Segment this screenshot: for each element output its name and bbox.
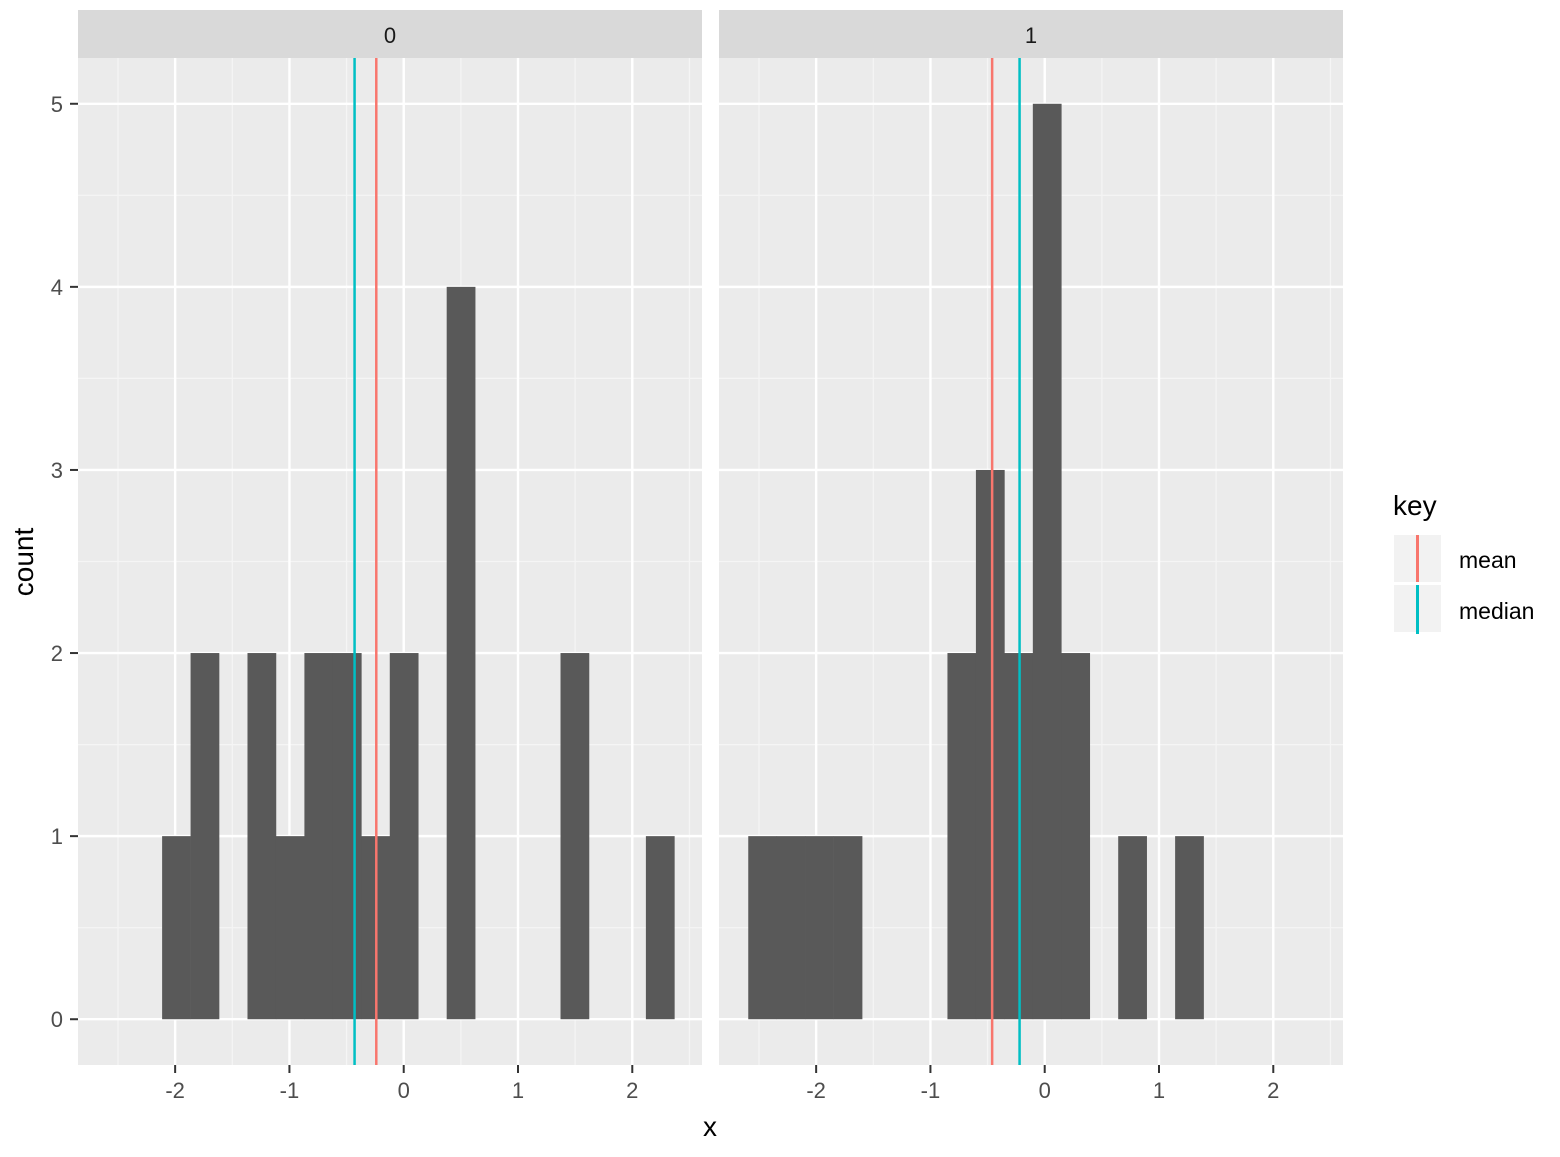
histogram-bar (560, 653, 590, 1020)
histogram-bar (947, 653, 977, 1020)
histogram-bar (332, 653, 362, 1020)
legend-label-median: median (1459, 598, 1534, 624)
x-tick-label: -1 (280, 1078, 300, 1103)
facet-strip (78, 10, 702, 58)
histogram-bar (275, 836, 305, 1020)
facet-panel-0: 0 -2 -1 0 1 2 (78, 10, 702, 1103)
x-tick-label: 2 (1267, 1078, 1279, 1103)
y-axis-title: count (8, 528, 39, 597)
x-tick-label: 1 (1153, 1078, 1165, 1103)
x-tick-label: -2 (165, 1078, 185, 1103)
histogram-bar (833, 836, 863, 1020)
y-tick-label: 5 (51, 92, 63, 117)
histogram-bar (162, 836, 191, 1020)
y-tick-label: 0 (51, 1007, 63, 1032)
x-tick-label: 2 (626, 1078, 638, 1103)
facet-strip-label: 1 (1025, 23, 1037, 48)
x-tick-label: -2 (806, 1078, 826, 1103)
histogram-bar (1061, 653, 1091, 1020)
legend-label-mean: mean (1459, 547, 1517, 573)
x-tick-label: 0 (398, 1078, 410, 1103)
y-tick-label: 4 (51, 275, 63, 300)
facet-strip (719, 10, 1343, 58)
x-tick-label: 1 (512, 1078, 524, 1103)
histogram-bar (748, 836, 778, 1020)
histogram-bar (645, 836, 675, 1020)
histogram-bar (389, 653, 419, 1020)
histogram-bar (975, 469, 1005, 1020)
histogram-bar (805, 836, 834, 1020)
y-tick-label: 1 (51, 824, 63, 849)
histogram-bar (304, 653, 334, 1020)
histogram-bar (776, 836, 806, 1020)
x-tick-label: -1 (921, 1078, 941, 1103)
histogram-bar (1118, 836, 1147, 1020)
histogram-bar (1175, 836, 1204, 1020)
legend: key mean median (1393, 490, 1534, 634)
histogram-bar (190, 653, 220, 1020)
legend-title: key (1393, 490, 1437, 521)
histogram-bar (247, 653, 277, 1020)
facet-panel-1: 1 -2 -1 0 1 2 (719, 10, 1343, 1103)
facet-strip-label: 0 (384, 23, 396, 48)
x-axis-title: x (703, 1111, 717, 1142)
histogram-bar (1032, 103, 1062, 1020)
y-tick-label: 3 (51, 458, 63, 483)
x-tick-label: 0 (1039, 1078, 1051, 1103)
y-tick-label: 2 (51, 641, 63, 666)
histogram-bar (446, 286, 476, 1020)
